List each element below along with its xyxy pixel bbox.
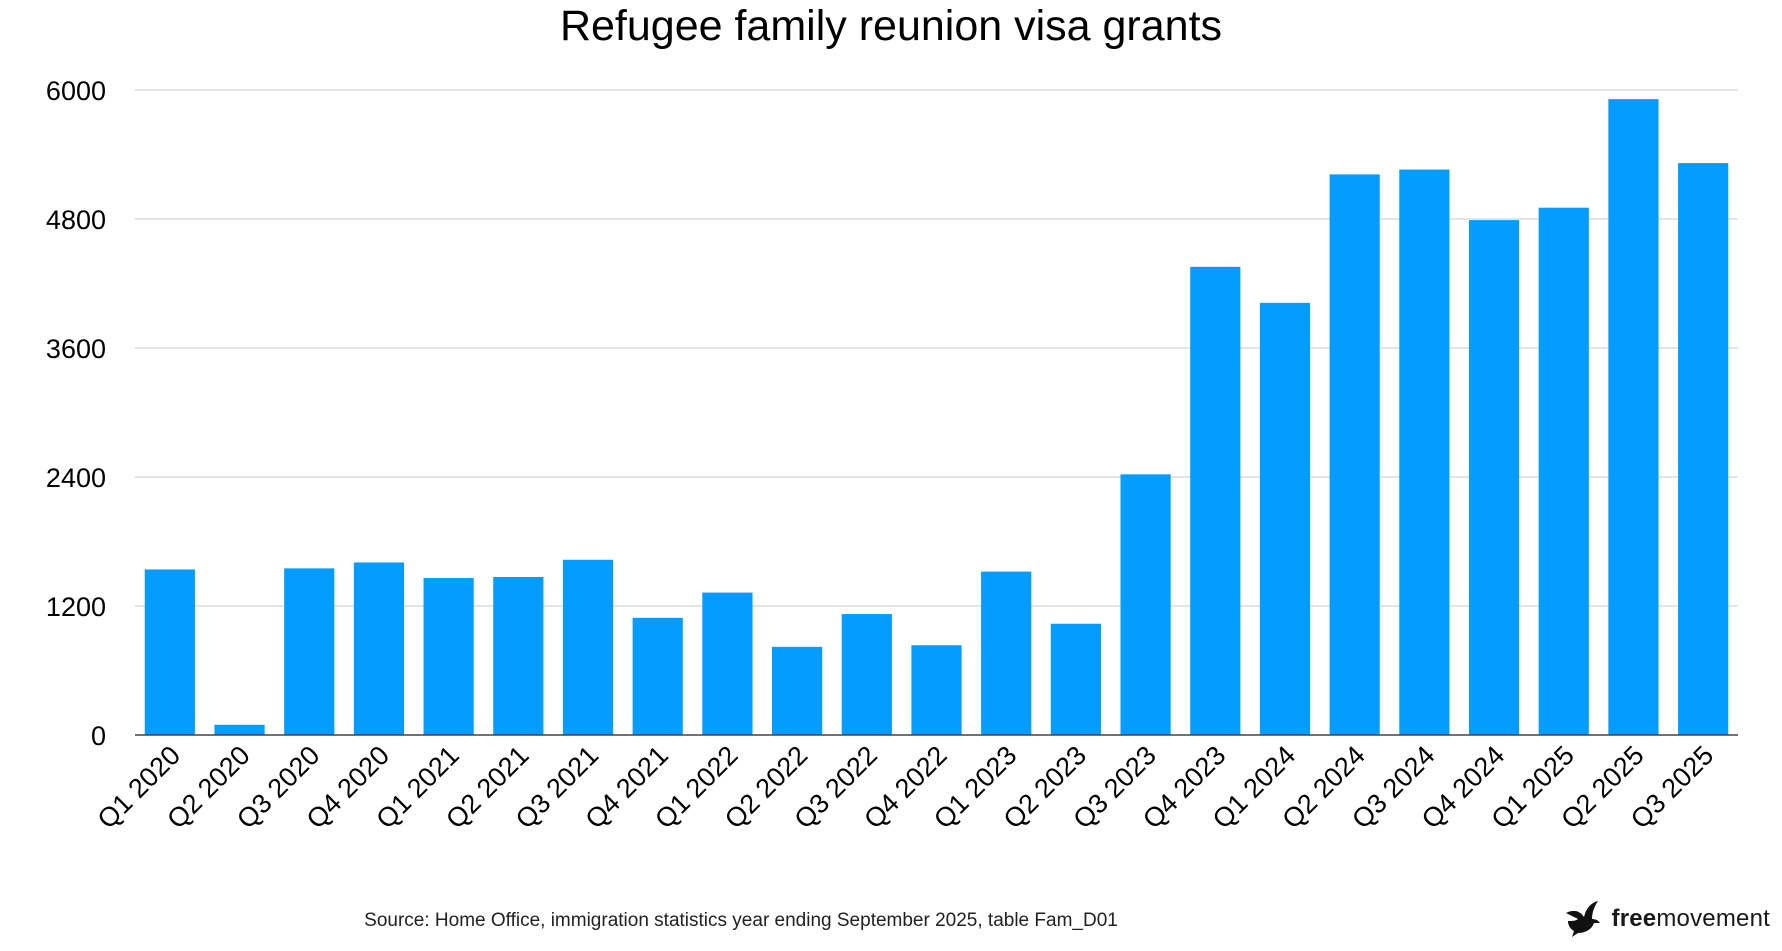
brand-wordmark-bold: free	[1611, 905, 1657, 932]
brand-wordmark: freemovement	[1612, 905, 1770, 933]
bar	[772, 646, 823, 735]
bar	[1538, 207, 1589, 735]
bar	[144, 569, 195, 735]
bar	[1259, 302, 1311, 735]
bar	[981, 571, 1032, 735]
bird-icon	[1565, 901, 1600, 937]
y-tick-label: 0	[91, 721, 106, 751]
brand-wordmark-regular: movement	[1656, 905, 1770, 932]
chart-title: Refugee family reunion visa grants	[559, 2, 1223, 50]
bar	[493, 576, 544, 735]
bar	[702, 592, 753, 735]
y-tick-label: 3600	[46, 334, 106, 364]
bar	[284, 568, 335, 735]
bar	[1399, 169, 1450, 736]
brand-logo: freemovement	[1564, 899, 1770, 939]
bar	[1468, 220, 1520, 735]
bar	[1329, 174, 1380, 735]
source-note: Source: Home Office, immigration statist…	[364, 910, 1118, 931]
bar	[423, 578, 474, 735]
bar	[1050, 623, 1101, 735]
y-tick-label: 4800	[46, 205, 106, 235]
bar	[214, 724, 265, 735]
bar	[841, 614, 892, 735]
bars	[144, 99, 1729, 736]
bar	[1608, 99, 1659, 735]
bar	[1190, 266, 1241, 735]
bar	[1678, 163, 1729, 736]
bar	[353, 562, 405, 735]
bar	[562, 559, 614, 735]
bar	[632, 617, 683, 735]
y-tick-labels: 0 1200 2400 3600 4800 6000	[46, 76, 106, 751]
y-tick-label: 1200	[46, 592, 106, 622]
bar	[911, 645, 962, 735]
y-tick-label: 2400	[46, 463, 106, 493]
y-tick-label: 6000	[46, 76, 106, 106]
bar	[1120, 474, 1171, 735]
